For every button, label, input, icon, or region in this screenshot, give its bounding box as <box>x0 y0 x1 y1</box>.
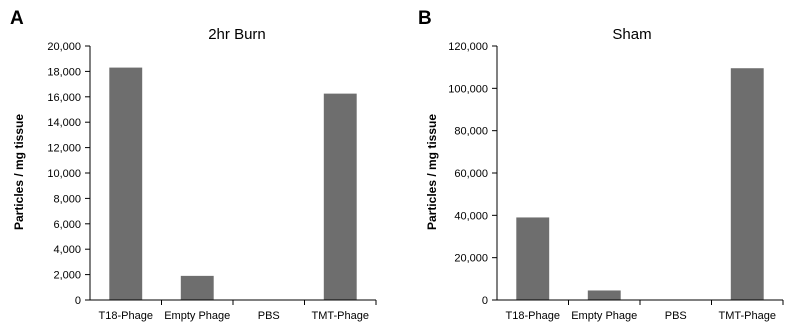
panel-a-y-tick-label: 8,000 <box>53 193 81 205</box>
panel-b-y-tick-label: 120,000 <box>448 41 488 53</box>
panel-b-x-tick-label: TMT-Phage <box>719 310 776 322</box>
panel-a-y-tick-label: 18,000 <box>47 66 81 78</box>
panel-b-y-tick-label: 20,000 <box>454 253 488 265</box>
panel-a-y-tick-label: 6,000 <box>53 219 81 231</box>
panel-b-title: Sham <box>612 26 651 43</box>
panel-a-y-tick-label: 20,000 <box>47 41 81 53</box>
panel-b-bar-tmt-phage <box>730 68 764 300</box>
panel-a-y-tick-label: 0 <box>75 295 81 307</box>
panel-a-bar-tmt-phage <box>323 93 357 300</box>
panel-b-bar-empty-phage <box>587 290 621 300</box>
panel-a-y-tick-label: 10,000 <box>47 168 81 180</box>
panel-a-y-tick-label: 16,000 <box>47 92 81 104</box>
panel-a-x-tick-label: Empty Phage <box>164 310 230 322</box>
panel-a-y-tick-label: 12,000 <box>47 143 81 155</box>
panel-b-y-tick-label: 40,000 <box>454 210 488 222</box>
panel-a-title: 2hr Burn <box>208 26 266 43</box>
panel-b-y-axis-label: Particles / mg tissue <box>425 114 439 230</box>
panel-a-x-tick-label: TMT-Phage <box>312 310 369 322</box>
panel-a-y-axis-label: Particles / mg tissue <box>12 114 26 230</box>
panel-b-y-tick-label: 60,000 <box>454 168 488 180</box>
panel-b-y-tick-label: 100,000 <box>448 83 488 95</box>
panel-b-x-tick-label: Empty Phage <box>571 310 637 322</box>
panel-a-y-tick-label: 4,000 <box>53 244 81 256</box>
panel-b-y-tick-label: 0 <box>482 295 488 307</box>
panel-b-bar-t18-phage <box>516 217 550 300</box>
panel-b-x-tick-label: T18-Phage <box>506 310 560 322</box>
panel-a-y-tick-label: 2,000 <box>53 270 81 282</box>
panel-b-y-tick-label: 80,000 <box>454 126 488 138</box>
panel-a-x-tick-label: PBS <box>258 310 280 322</box>
panel-a-bar-empty-phage <box>180 275 214 300</box>
panel-a-x-tick-label: T18-Phage <box>99 310 153 322</box>
panel-a-bar-t18-phage <box>109 67 143 300</box>
panel-a-label: A <box>10 8 24 29</box>
panel-b-x-tick-label: PBS <box>665 310 687 322</box>
panel-a-y-tick-label: 14,000 <box>47 117 81 129</box>
panel-b-label: B <box>418 8 432 29</box>
